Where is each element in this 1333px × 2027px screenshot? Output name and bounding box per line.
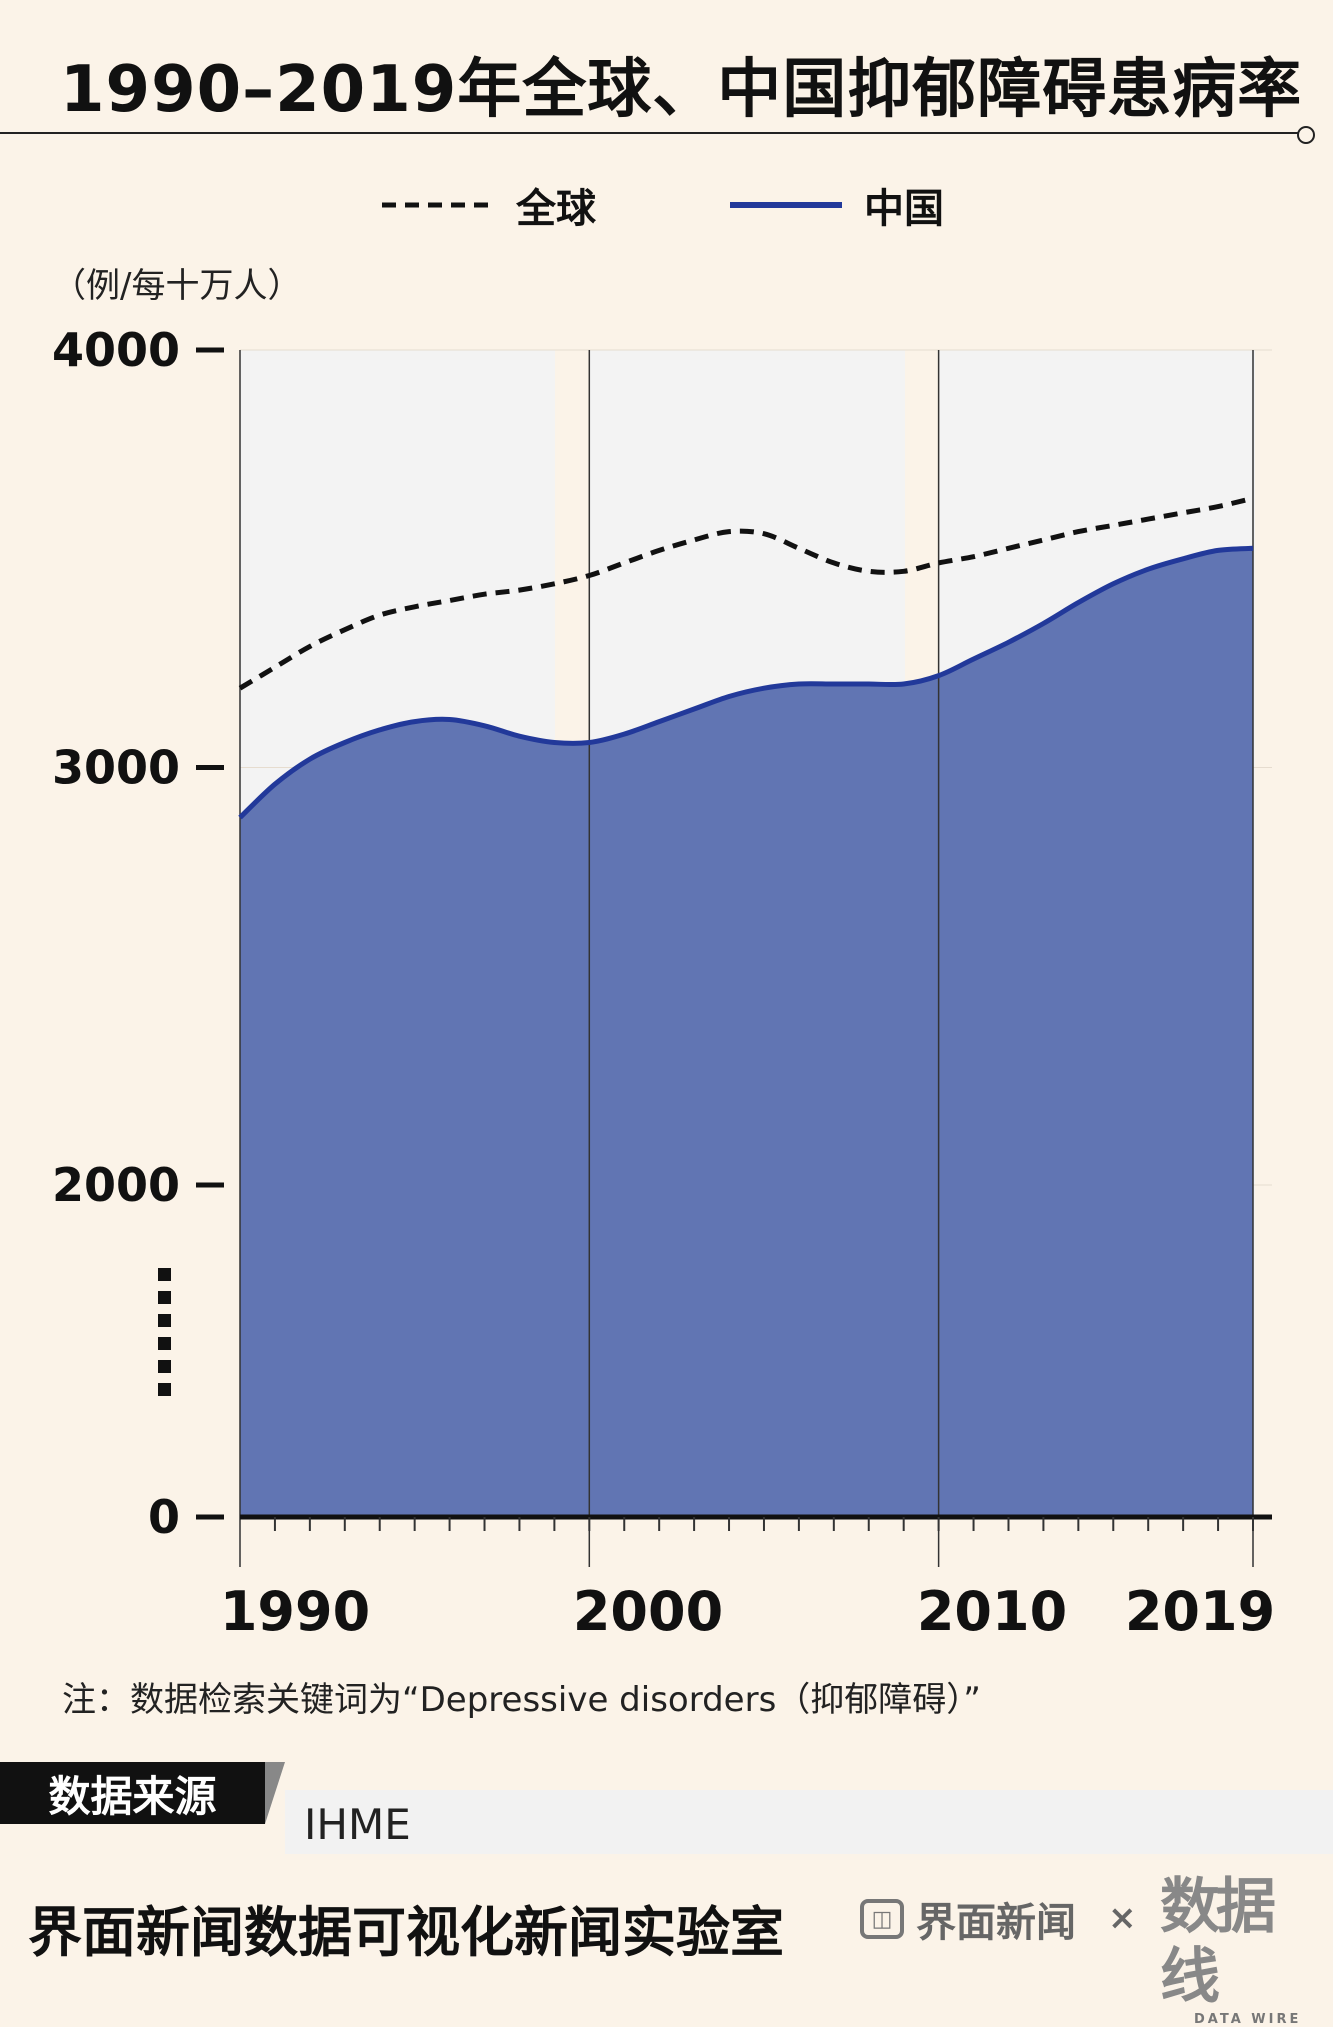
- y-tick-label-2000: 2000: [52, 1158, 180, 1212]
- y-axis-break-dot-4: [158, 1360, 171, 1373]
- footer-brand-logo: ◫ 界面新闻: [860, 1890, 1076, 1948]
- source-value: IHME: [304, 1800, 411, 1849]
- y-axis-break-dot-1: [158, 1291, 171, 1304]
- y-axis-break-dot-5: [158, 1383, 171, 1396]
- y-axis-break-dot-2: [158, 1314, 171, 1327]
- datawire-logo: 数据线 DATA WIRE: [1160, 1872, 1310, 1972]
- y-axis-break-dot-0: [158, 1268, 171, 1281]
- y-tick-label-4000: 4000: [52, 323, 180, 377]
- y-tick-label-3000: 3000: [52, 741, 180, 795]
- x-tick-label-1990: 1990: [220, 1580, 370, 1643]
- source-label-fold: [265, 1762, 285, 1824]
- chart-note: 注：数据检索关键词为“Depressive disorders（抑郁障碍）”: [62, 1672, 981, 1721]
- y-axis-break-dot-3: [158, 1337, 171, 1350]
- x-tick-label-2019: 2019: [1125, 1580, 1275, 1643]
- footer-times-sign: ×: [1108, 1898, 1137, 1938]
- y-tick-label-0: 0: [148, 1490, 180, 1544]
- jiemian-logo-icon: ◫: [860, 1899, 904, 1939]
- source-bar: [285, 1790, 1333, 1854]
- footer-brand-name: 界面新闻: [916, 1890, 1076, 1948]
- source-label: 数据来源: [0, 1762, 265, 1824]
- datawire-logo-cn: 数据线: [1160, 1872, 1310, 2012]
- datawire-logo-en: DATA WIRE: [1194, 2012, 1310, 2027]
- x-tick-label-2000: 2000: [573, 1580, 723, 1643]
- x-tick-label-2010: 2010: [917, 1580, 1067, 1643]
- chart-area: 0 2000 3000 4000 1990 2000 2010 2019: [0, 0, 1333, 1660]
- footer-title: 界面新闻数据可视化新闻实验室: [28, 1888, 784, 1967]
